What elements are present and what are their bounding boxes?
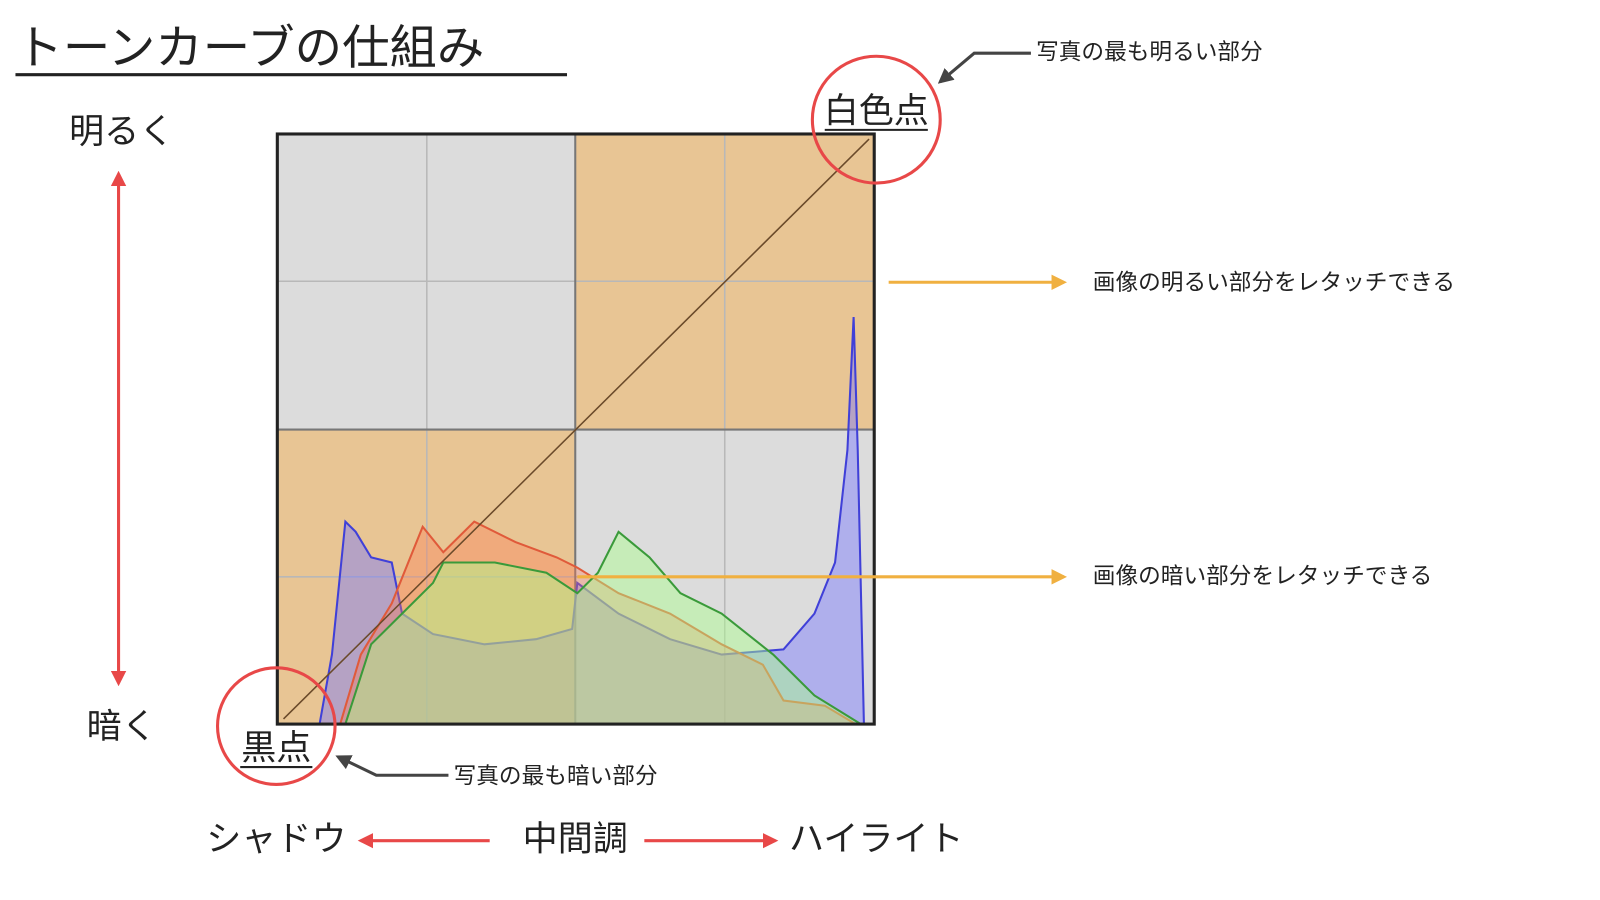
- dark-region-note: 画像の暗い部分をレタッチできる: [1093, 563, 1433, 589]
- black-arrow: [335, 755, 449, 777]
- curve-box: [275, 132, 876, 726]
- highlight-label: ハイライト: [789, 820, 964, 860]
- black-point-note: 写真の最も暗い部分: [454, 764, 658, 790]
- white-point-label: 白色点: [824, 92, 929, 132]
- midtone-label: 中間調: [523, 820, 628, 860]
- bottom-label: 暗く: [87, 707, 157, 747]
- bright-region-note: 画像の明るい部分をレタッチできる: [1093, 270, 1455, 296]
- title: トーンカーブの仕組み: [15, 21, 484, 76]
- white-circle: [810, 54, 942, 185]
- black-point-label: 黒点: [241, 729, 311, 769]
- white-arrow: [937, 51, 1031, 84]
- white-point-note: 写真の最も明るい部分: [1036, 40, 1263, 66]
- shadow-label: シャドウ: [206, 820, 346, 860]
- top-label: 明るく: [69, 112, 174, 152]
- black-circle: [215, 666, 337, 786]
